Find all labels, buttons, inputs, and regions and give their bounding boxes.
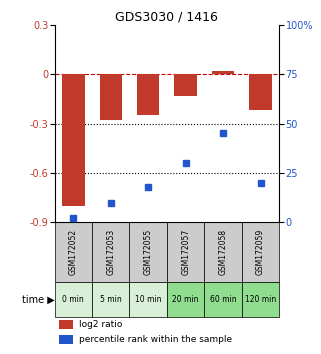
Text: time ▶: time ▶	[22, 295, 55, 304]
Text: GSM172058: GSM172058	[219, 229, 228, 275]
Text: GSM172057: GSM172057	[181, 229, 190, 275]
Text: 5 min: 5 min	[100, 295, 122, 304]
Title: GDS3030 / 1416: GDS3030 / 1416	[116, 11, 218, 24]
Text: 120 min: 120 min	[245, 295, 276, 304]
Bar	[212, 71, 234, 74]
Bar	[204, 282, 242, 317]
Text: 60 min: 60 min	[210, 295, 236, 304]
Text: GSM172059: GSM172059	[256, 229, 265, 275]
Text: log2 ratio: log2 ratio	[79, 320, 123, 329]
Bar	[204, 222, 242, 282]
Text: GSM172055: GSM172055	[144, 229, 153, 275]
Bar	[167, 222, 204, 282]
Bar	[129, 282, 167, 317]
Bar	[249, 74, 272, 110]
Text: 20 min: 20 min	[172, 295, 199, 304]
Bar	[92, 222, 129, 282]
Text: GSM172053: GSM172053	[106, 229, 115, 275]
Bar	[242, 222, 279, 282]
Bar	[167, 282, 204, 317]
Bar	[55, 222, 92, 282]
Text: 0 min: 0 min	[62, 295, 84, 304]
Bar	[129, 222, 167, 282]
Text: 10 min: 10 min	[135, 295, 161, 304]
Bar	[62, 74, 84, 206]
Bar	[242, 282, 279, 317]
Bar	[174, 74, 197, 96]
Text: GSM172052: GSM172052	[69, 229, 78, 275]
Bar	[55, 282, 92, 317]
Bar	[92, 282, 129, 317]
Bar	[59, 320, 73, 329]
Bar	[137, 74, 160, 115]
Text: percentile rank within the sample: percentile rank within the sample	[79, 335, 232, 344]
Bar	[100, 74, 122, 120]
Bar	[59, 335, 73, 344]
